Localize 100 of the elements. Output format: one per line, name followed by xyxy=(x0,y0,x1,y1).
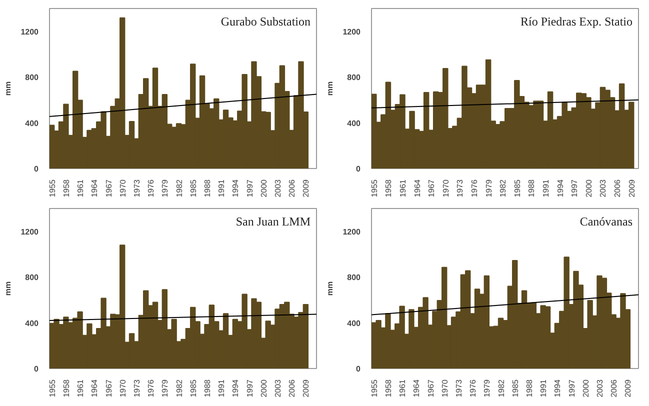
x-tick-label: 1967 xyxy=(104,178,114,198)
x-tick-label: 1955 xyxy=(370,178,379,198)
y-tick-label: 0 xyxy=(34,364,40,374)
x-tick-label: 1979 xyxy=(482,378,492,398)
y-tick-label: 0 xyxy=(356,364,362,374)
x-tick-label: 1997 xyxy=(245,178,254,198)
x-tick-label: 1982 xyxy=(174,178,184,198)
x-tick-label: 1988 xyxy=(202,378,212,398)
x-tick-label: 1955 xyxy=(48,378,57,398)
x-tick-label: 1955 xyxy=(48,178,57,198)
x-tick-label: 1973 xyxy=(454,378,464,398)
x-tick-label: 1973 xyxy=(456,178,465,198)
x-tick-label: 2003 xyxy=(273,178,282,198)
x-tick-label: 1961 xyxy=(398,378,408,398)
x-tick-label: 1976 xyxy=(470,178,480,198)
x-tick-label: 1991 xyxy=(217,378,226,398)
x-tick-label: 1964 xyxy=(412,378,422,398)
x-tick-label: 1988 xyxy=(527,178,536,198)
x-tick-label: 2006 xyxy=(288,178,297,198)
x-tick-label: 2009 xyxy=(302,378,311,398)
x-tick-label: 1970 xyxy=(118,178,128,198)
x-tick-label: 1982 xyxy=(498,178,508,198)
x-tick-label: 1997 xyxy=(567,378,576,398)
x-tick-label: 2000 xyxy=(259,178,268,198)
x-tick-label: 1991 xyxy=(542,178,551,198)
x-tick-label: 1994 xyxy=(231,378,240,398)
y-tick-label: 800 xyxy=(347,73,362,82)
text: San Juan LMM xyxy=(236,214,311,228)
y-tick-label: 800 xyxy=(347,273,362,282)
x-tick-label: 1988 xyxy=(202,178,212,198)
x-tick-label: 1955 xyxy=(370,378,379,398)
x-tick-label: 2000 xyxy=(259,378,268,398)
x-tick-label: 1970 xyxy=(440,378,450,398)
x-tick-label: 2000 xyxy=(581,378,590,398)
x-tick-label: 1976 xyxy=(146,178,156,198)
y-tick-label: 800 xyxy=(25,73,40,82)
y-tick-label: 1200 xyxy=(342,27,362,36)
x-tick-label: 1985 xyxy=(188,378,198,398)
x-tick-label: 2006 xyxy=(613,178,622,198)
x-tick-label: 2009 xyxy=(302,178,311,198)
x-tick-label: 1973 xyxy=(132,178,142,198)
x-tick-label: 1994 xyxy=(231,178,240,198)
x-tick-label: 1982 xyxy=(496,378,506,398)
x-tick-label: 1958 xyxy=(62,378,71,398)
x-tick-label: 1994 xyxy=(553,378,562,398)
text: Río Piedras Exp. Statio xyxy=(520,14,633,28)
y-axis-title: mm xyxy=(326,81,335,96)
y-axis-title: mm xyxy=(326,281,335,296)
x-tick-label: 1958 xyxy=(62,178,71,198)
y-tick-label: 0 xyxy=(356,164,362,174)
x-tick-label: 2003 xyxy=(598,178,608,198)
y-tick-label: 0 xyxy=(34,164,40,174)
text: Gurabo Substation xyxy=(220,14,311,28)
x-tick-label: 2006 xyxy=(288,378,297,398)
y-axis-title: mm xyxy=(4,281,13,296)
x-tick-label: 1991 xyxy=(539,378,548,398)
x-tick-label: 1979 xyxy=(484,178,494,198)
y-tick-label: 800 xyxy=(25,273,40,282)
text: Canóvanas xyxy=(580,214,633,228)
y-tick-label: 400 xyxy=(347,118,362,128)
x-tick-label: 2009 xyxy=(624,378,633,398)
x-tick-label: 1976 xyxy=(468,378,478,398)
x-tick-label: 2003 xyxy=(595,378,604,398)
x-tick-label: 1985 xyxy=(512,178,522,198)
x-tick-label: 1967 xyxy=(426,378,436,398)
x-tick-label: 1964 xyxy=(90,178,100,198)
y-tick-label: 1200 xyxy=(342,227,362,236)
x-tick-label: 1982 xyxy=(174,378,184,398)
x-tick-label: 1967 xyxy=(104,378,114,398)
x-tick-label: 1970 xyxy=(441,178,450,198)
y-tick-label: 400 xyxy=(347,318,362,328)
y-tick-label: 1200 xyxy=(20,227,40,236)
x-tick-label: 1967 xyxy=(427,178,436,198)
x-tick-label: 1961 xyxy=(76,378,86,398)
x-tick-label: 2000 xyxy=(584,178,594,198)
x-tick-label: 1976 xyxy=(146,378,156,398)
y-tick-label: 400 xyxy=(25,318,40,328)
y-tick-label: 400 xyxy=(25,118,40,128)
x-tick-label: 1997 xyxy=(245,378,254,398)
x-tick-label: 1994 xyxy=(556,178,565,198)
x-tick-label: 1961 xyxy=(76,178,86,198)
x-tick-label: 1964 xyxy=(412,178,422,198)
x-tick-label: 1973 xyxy=(132,378,142,398)
y-axis-title: mm xyxy=(4,81,13,96)
x-tick-label: 1988 xyxy=(524,378,534,398)
x-tick-label: 1970 xyxy=(118,378,128,398)
x-tick-label: 1979 xyxy=(160,178,170,198)
x-tick-label: 1985 xyxy=(188,178,198,198)
x-tick-label: 1958 xyxy=(384,178,394,198)
x-tick-label: 2006 xyxy=(610,378,619,398)
x-tick-label: 1958 xyxy=(384,378,393,398)
x-tick-label: 1985 xyxy=(510,378,520,398)
y-tick-label: 1200 xyxy=(20,27,40,36)
x-tick-label: 1997 xyxy=(570,178,580,198)
x-tick-label: 1979 xyxy=(160,378,170,398)
x-tick-label: 2009 xyxy=(627,178,636,198)
x-tick-label: 1964 xyxy=(90,378,100,398)
x-tick-label: 1991 xyxy=(217,178,226,198)
x-tick-label: 2003 xyxy=(273,378,282,398)
x-tick-label: 1961 xyxy=(398,178,408,198)
